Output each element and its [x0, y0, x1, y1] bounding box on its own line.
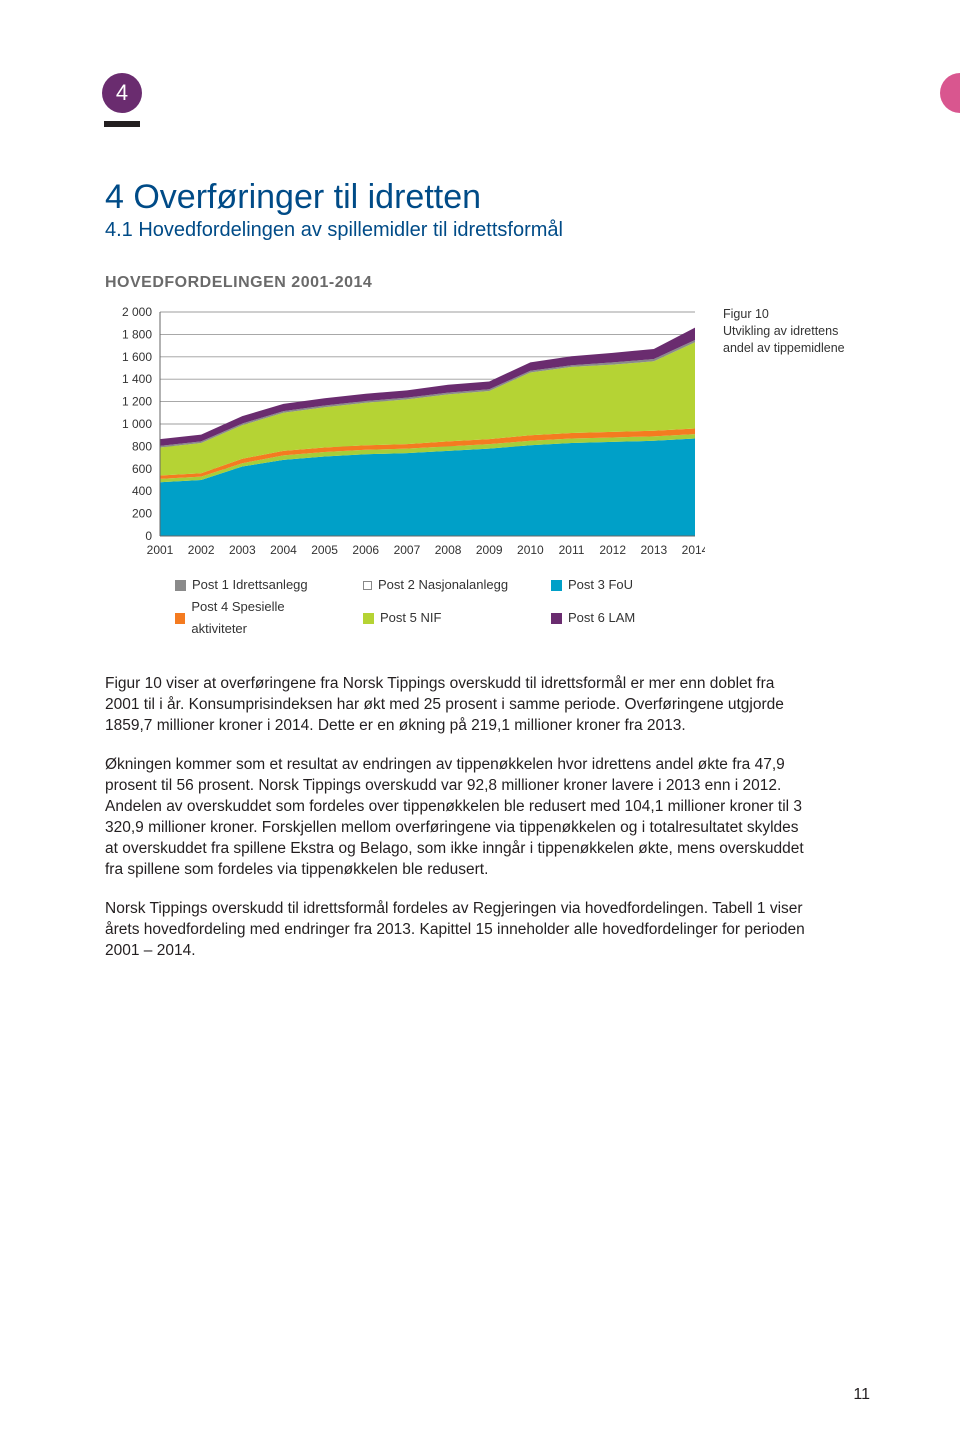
svg-text:0: 0: [145, 529, 152, 543]
stacked-area-chart: 0 200 400 600 800 1 000 1 200 1 400 1 600 1 800 2 …: [105, 304, 705, 564]
legend-swatch: [551, 613, 562, 624]
svg-text:200: 200: [132, 507, 152, 521]
body-text: Figur 10 viser at overføringene fra Nors…: [105, 674, 805, 961]
svg-text:1 400: 1 400: [122, 372, 152, 386]
svg-text:2012: 2012: [599, 543, 626, 557]
svg-text:2013: 2013: [640, 543, 667, 557]
legend-swatch: [363, 581, 372, 590]
legend-item: Post 3 FoU: [551, 574, 711, 596]
legend-swatch: [175, 613, 185, 624]
caption-line: andel av tippemidlene: [723, 340, 873, 357]
legend-row: Post 1 Idrettsanlegg Post 2 Nasjonalanleg…: [175, 574, 705, 596]
legend-item: Post 6 LAM: [551, 596, 711, 640]
body-paragraph: Norsk Tippings overskudd til idrettsform…: [105, 899, 805, 962]
svg-text:1 000: 1 000: [122, 417, 152, 431]
svg-text:2009: 2009: [476, 543, 503, 557]
section-title: 4.1 Hovedfordelingen av spillemidler til…: [105, 219, 880, 242]
svg-text:2014: 2014: [682, 543, 705, 557]
chart-row: 0 200 400 600 800 1 000 1 200 1 400 1 600 1 800 2 …: [105, 304, 880, 640]
chart-caption: Figur 10 Utvikling av idrettens andel av…: [723, 306, 873, 357]
marker-underline: [104, 121, 140, 127]
chart-heading: HOVEDFORDELINGEN 2001-2014: [105, 274, 880, 292]
page-title: 4 Overføringer til idretten: [105, 178, 880, 217]
page-number: 11: [853, 1386, 870, 1404]
svg-text:2011: 2011: [559, 543, 585, 557]
svg-text:2006: 2006: [352, 543, 379, 557]
svg-text:2005: 2005: [311, 543, 338, 557]
svg-text:2002: 2002: [188, 543, 215, 557]
legend-label: Post 2 Nasjonalanlegg: [378, 574, 508, 596]
legend-label: Post 3 FoU: [568, 574, 633, 596]
svg-text:1 600: 1 600: [122, 350, 152, 364]
svg-text:2001: 2001: [147, 543, 174, 557]
body-paragraph: Figur 10 viser at overføringene fra Nors…: [105, 674, 805, 737]
svg-text:2010: 2010: [517, 543, 544, 557]
chart-container: 0 200 400 600 800 1 000 1 200 1 400 1 600 1 800 2 …: [105, 304, 705, 640]
legend-swatch: [363, 613, 374, 624]
legend-label: Post 1 Idrettsanlegg: [192, 574, 308, 596]
legend-item: Post 4 Spesielle aktiviteter: [175, 596, 335, 640]
legend-row: Post 4 Spesielle aktiviteter Post 5 NIF Po…: [175, 596, 705, 640]
legend-swatch: [551, 580, 562, 591]
svg-text:800: 800: [132, 439, 152, 453]
svg-text:1 200: 1 200: [122, 395, 152, 409]
svg-text:1 800: 1 800: [122, 327, 152, 341]
title-block: 4 Overføringer til idretten 4.1 Hovedfor…: [105, 178, 880, 242]
decorative-dot: [940, 73, 960, 113]
svg-text:2004: 2004: [270, 543, 297, 557]
legend-item: Post 2 Nasjonalanlegg: [363, 574, 523, 596]
chapter-marker-text: 4: [116, 80, 128, 106]
chart-legend: Post 1 Idrettsanlegg Post 2 Nasjonalanleg…: [105, 574, 705, 640]
legend-item: Post 5 NIF: [363, 596, 523, 640]
legend-item: Post 1 Idrettsanlegg: [175, 574, 335, 596]
svg-text:2007: 2007: [394, 543, 421, 557]
legend-label: Post 6 LAM: [568, 607, 635, 629]
legend-label: Post 4 Spesielle aktiviteter: [191, 596, 335, 640]
svg-text:2003: 2003: [229, 543, 256, 557]
caption-line: Figur 10: [723, 306, 873, 323]
svg-text:400: 400: [132, 484, 152, 498]
body-paragraph: Økningen kommer som et resultat av endri…: [105, 755, 805, 881]
legend-label: Post 5 NIF: [380, 607, 441, 629]
svg-text:600: 600: [132, 462, 152, 476]
chapter-marker: 4: [102, 73, 142, 113]
caption-line: Utvikling av idrettens: [723, 323, 873, 340]
svg-text:2 000: 2 000: [122, 305, 152, 319]
legend-swatch: [175, 580, 186, 591]
svg-text:2008: 2008: [435, 543, 462, 557]
